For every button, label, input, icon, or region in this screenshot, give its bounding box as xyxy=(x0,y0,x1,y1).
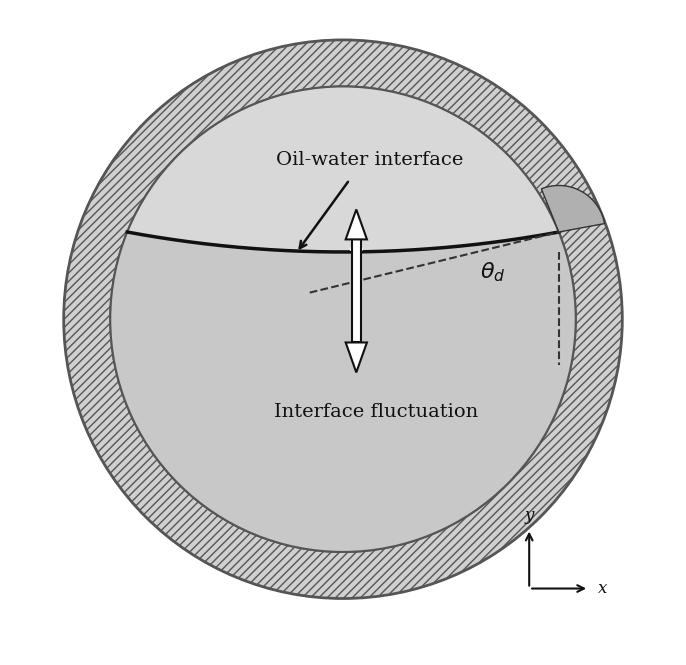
Text: $\theta_d$: $\theta_d$ xyxy=(480,260,505,284)
Circle shape xyxy=(64,40,622,598)
Circle shape xyxy=(110,86,576,552)
Circle shape xyxy=(64,40,622,598)
Polygon shape xyxy=(346,209,367,239)
Polygon shape xyxy=(110,232,576,552)
Polygon shape xyxy=(127,86,559,252)
Text: x: x xyxy=(598,580,607,597)
Text: y: y xyxy=(525,507,534,524)
Polygon shape xyxy=(352,239,361,342)
Text: Oil-water interface: Oil-water interface xyxy=(276,150,463,169)
Polygon shape xyxy=(346,342,367,372)
Polygon shape xyxy=(541,186,604,232)
Text: Interface fluctuation: Interface fluctuation xyxy=(274,403,478,422)
